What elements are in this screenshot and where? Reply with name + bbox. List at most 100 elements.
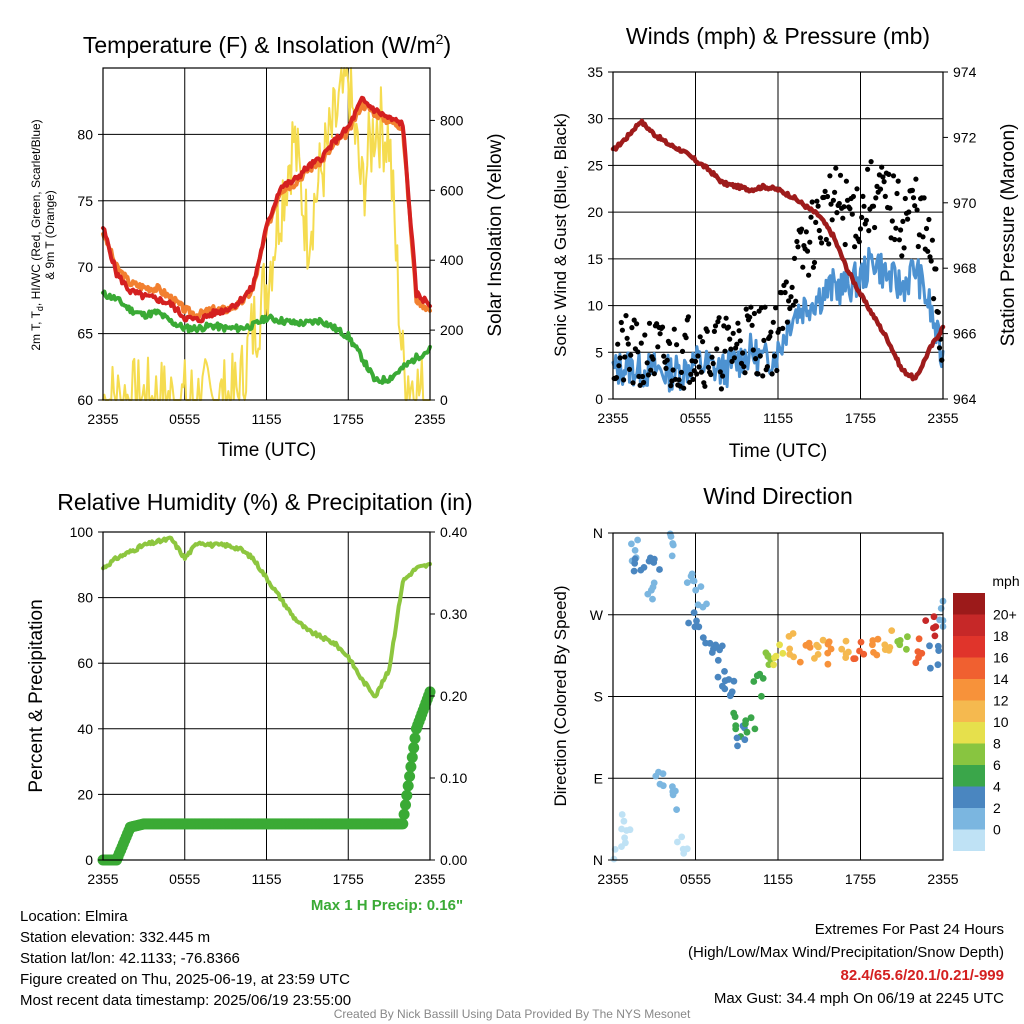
extremes-gust: Max Gust: 34.4 mph On 06/19 at 2245 UTC (713, 990, 1004, 1007)
direction-point (666, 530, 674, 538)
direction-point (912, 659, 920, 667)
direction-point (838, 645, 846, 653)
winds-ticks: 2355 0555 1155 1755 2355 0 5 10 15 20 25 30 35 964 966… (587, 64, 976, 426)
gust-point (768, 329, 774, 335)
gust-point (749, 322, 755, 328)
gust-point (659, 324, 666, 330)
gust-point (664, 357, 670, 363)
y-tick-label: 20 (587, 204, 603, 220)
legend-swatch (953, 614, 985, 636)
temp-2m-line (101, 95, 432, 324)
direction-point (692, 586, 700, 594)
gust-point (657, 331, 663, 337)
gust-point (644, 360, 650, 366)
temperature-frame (102, 67, 431, 401)
gust-point (813, 219, 819, 225)
gust-point (804, 248, 811, 254)
direction-point (649, 583, 657, 591)
gust-point (645, 372, 652, 378)
direction-point (623, 827, 630, 834)
gust-point (865, 166, 871, 172)
direction-point (869, 641, 876, 649)
gust-point (740, 350, 746, 356)
y-tick-label: 30 (587, 111, 603, 127)
gust-point (828, 201, 834, 207)
direction-point (714, 656, 722, 664)
direction-title: Wind Direction (703, 483, 853, 509)
direction-point (786, 645, 794, 653)
direction-point (758, 692, 765, 700)
gust-point (896, 237, 903, 243)
direction-point (678, 833, 686, 841)
gust-point (674, 342, 680, 348)
gust-point (639, 373, 646, 380)
winds-panel: Winds (mph) & Pressure (mb) 2355 0555 1155… (551, 23, 1019, 462)
gust-point (716, 315, 722, 321)
legend-label: 2 (993, 800, 1001, 816)
gust-point (773, 305, 779, 311)
precip-point (398, 808, 410, 820)
direction-point (789, 630, 797, 637)
precip-point (400, 799, 411, 811)
direction-point (620, 817, 628, 825)
gust-point (631, 317, 637, 323)
y2-tick-label: 974 (953, 64, 977, 80)
y2-tick-label: 0.30 (440, 606, 467, 622)
gust-point (926, 216, 932, 223)
winds-ylabel-right: Station Pressure (Maroon) (998, 124, 1019, 347)
gust-point (936, 345, 943, 351)
direction-point (896, 641, 904, 649)
direction-point (649, 595, 656, 603)
gust-point (886, 171, 892, 177)
gust-point (811, 259, 818, 266)
gust-point (714, 346, 720, 352)
direction-point (786, 651, 794, 658)
gust-point (638, 340, 644, 346)
gust-point (712, 323, 719, 329)
direction-point (669, 791, 677, 799)
direction-point (926, 642, 933, 650)
x-tick-label: 1755 (333, 411, 364, 427)
direction-point (842, 650, 850, 658)
gust-point (770, 319, 776, 325)
direction-point (718, 642, 726, 650)
x-tick-label: 0555 (169, 871, 200, 887)
x-tick-label: 2355 (927, 871, 958, 887)
gust-point (920, 234, 926, 240)
direction-point (824, 640, 832, 648)
direction-point (885, 646, 893, 654)
gust-point (663, 365, 669, 371)
x-tick-label: 1155 (251, 871, 281, 887)
gust-point (702, 383, 708, 389)
y2-tick-label: 0.10 (440, 770, 467, 786)
direction-point (674, 838, 681, 846)
gust-point (715, 319, 721, 325)
humidity-grid (103, 532, 430, 860)
legend-label: 16 (993, 650, 1009, 666)
direction-points (610, 530, 947, 863)
sonic-wind-line (611, 246, 945, 393)
direction-point (743, 728, 751, 736)
gust-point (764, 364, 771, 370)
gust-point (697, 334, 703, 340)
direction-point (631, 547, 639, 554)
direction-point (873, 651, 881, 659)
y-tick-label: 0 (85, 852, 93, 868)
y-tick-label: 5 (595, 344, 603, 360)
direction-point (915, 635, 923, 643)
gust-point (914, 207, 920, 213)
legend-label: 4 (993, 779, 1001, 795)
gust-point (810, 264, 817, 270)
direction-point (699, 634, 707, 641)
precip-point (401, 789, 413, 801)
direction-point (931, 632, 939, 640)
gust-point (630, 380, 636, 386)
direction-point (776, 641, 783, 649)
gust-point (894, 190, 900, 197)
extremes-title: Extremes For Past 24 Hours (814, 921, 1004, 938)
gust-point (676, 377, 682, 383)
precip-point (405, 761, 417, 773)
direction-point (850, 655, 858, 663)
y-tick-label: 100 (70, 524, 94, 540)
